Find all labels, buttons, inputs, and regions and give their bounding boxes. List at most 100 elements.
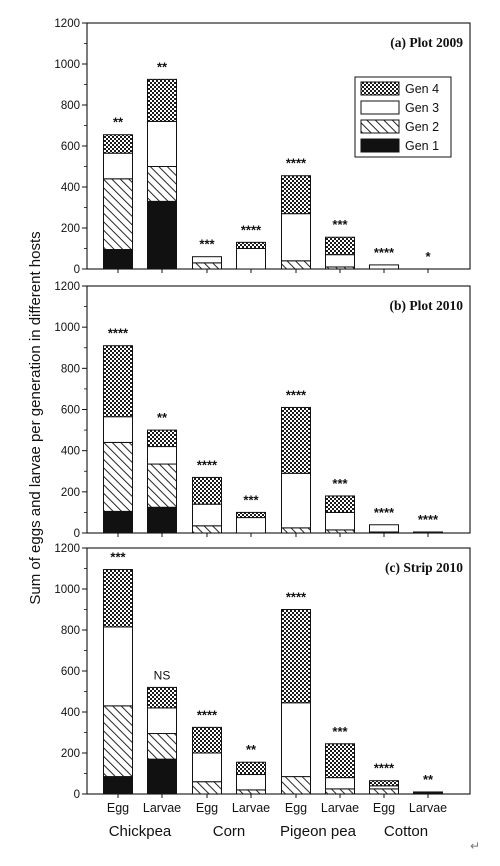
bar-gen-3 xyxy=(236,774,266,791)
panel-title: (b) Plot 2010 xyxy=(390,298,464,313)
legend-label: Gen 3 xyxy=(405,101,439,115)
y-tick-label: 400 xyxy=(61,182,80,194)
y-tick-label: 1000 xyxy=(54,59,80,71)
panel-3: 020040060080010001200***NS**************… xyxy=(54,543,471,801)
bar-gen-2 xyxy=(281,527,311,534)
bar-gen-4 xyxy=(192,726,222,754)
legend-label: Gen 2 xyxy=(405,120,439,134)
legend-label: Gen 4 xyxy=(405,82,439,96)
y-tick-label: 1200 xyxy=(54,281,80,293)
significance-label: **** xyxy=(108,326,129,341)
bar-gen-4 xyxy=(103,569,133,628)
host-group-label: Chickpea xyxy=(109,823,172,840)
bar-gen-4 xyxy=(147,686,177,709)
bar-gen-4 xyxy=(147,429,177,448)
bar-gen-4 xyxy=(281,175,311,215)
y-tick-label: 0 xyxy=(74,789,80,801)
significance-label: ** xyxy=(157,59,168,74)
bar-gen-3 xyxy=(369,524,399,533)
x-category-label: Egg xyxy=(196,801,218,815)
bar-gen-4 xyxy=(103,134,133,154)
bar-gen-3 xyxy=(281,472,311,529)
significance-label: ** xyxy=(423,772,434,787)
legend-swatch xyxy=(360,100,400,115)
y-tick-label: 1200 xyxy=(54,543,80,555)
bar-gen-2 xyxy=(281,260,311,270)
y-tick-label: 1200 xyxy=(54,18,80,30)
bar-gen-1 xyxy=(103,249,133,270)
y-tick-label: 1000 xyxy=(54,322,80,334)
x-category-label: Egg xyxy=(373,801,395,815)
x-category-label: Larvae xyxy=(321,801,359,815)
y-tick-label: 0 xyxy=(74,264,80,276)
panel-title: (a) Plot 2009 xyxy=(390,35,463,50)
panel-frame xyxy=(86,547,471,795)
bar-gen-3 xyxy=(413,531,443,534)
y-tick-label: 800 xyxy=(61,363,80,375)
bar-gen-2 xyxy=(325,788,355,795)
bar-gen-2 xyxy=(103,705,133,778)
significance-label: *** xyxy=(332,724,348,739)
significance-label: NS xyxy=(154,668,171,682)
bar-gen-3 xyxy=(369,264,399,270)
significance-label: *** xyxy=(332,476,348,491)
significance-label: **** xyxy=(374,761,395,776)
bar-gen-3 xyxy=(147,707,177,735)
bar-gen-4 xyxy=(413,791,443,794)
bar-gen-4 xyxy=(281,406,311,474)
legend-swatch xyxy=(360,81,400,96)
bar-gen-4 xyxy=(325,743,355,779)
bar-gen-2 xyxy=(147,463,177,508)
y-tick-label: 200 xyxy=(61,487,80,499)
return-mark: ↵ xyxy=(470,839,480,853)
bar-gen-2 xyxy=(147,733,177,760)
significance-label: **** xyxy=(286,590,307,605)
y-tick-label: 600 xyxy=(61,141,80,153)
bar-gen-3 xyxy=(325,511,355,531)
bar-gen-3 xyxy=(103,152,133,180)
y-axis-label: Sum of eggs and larvae per generation in… xyxy=(27,231,44,604)
significance-label: ** xyxy=(113,115,124,130)
bar-gen-3 xyxy=(192,752,222,783)
x-category-label: Larvae xyxy=(143,801,181,815)
significance-label: *** xyxy=(199,237,215,252)
panel-frame xyxy=(86,285,471,534)
significance-label: **** xyxy=(286,387,307,402)
bar-gen-4 xyxy=(236,511,266,519)
significance-label: ** xyxy=(246,742,257,757)
x-axis-labels: Egg Larvae Egg Larvae Egg Larvae Egg Larvae Chic… xyxy=(107,801,447,840)
y-tick-label: 600 xyxy=(61,405,80,417)
y-tick-label: 400 xyxy=(61,446,80,458)
bar-gen-3 xyxy=(147,120,177,167)
bar-gen-2 xyxy=(281,776,311,795)
bar-gen-1 xyxy=(103,510,133,534)
bar-gen-3 xyxy=(325,777,355,790)
significance-label: * xyxy=(425,249,431,264)
bar-gen-4 xyxy=(325,236,355,256)
y-tick-label: 800 xyxy=(61,625,80,637)
bar-gen-3 xyxy=(192,503,222,527)
bar-gen-3 xyxy=(281,702,311,778)
bar-gen-3 xyxy=(147,446,177,465)
y-tick-label: 0 xyxy=(74,528,80,540)
significance-label: **** xyxy=(197,707,218,722)
legend: Gen 4 Gen 3 Gen 2 Gen 1 xyxy=(354,76,452,158)
legend-label: Gen 1 xyxy=(405,139,439,153)
bar-gen-3 xyxy=(236,248,266,270)
bar-gen-2 xyxy=(147,166,177,202)
host-group-label: Pigeon pea xyxy=(280,823,357,840)
significance-label: *** xyxy=(110,550,126,565)
significance-label: *** xyxy=(332,217,348,232)
significance-label: **** xyxy=(197,457,218,472)
bar-gen-3 xyxy=(325,254,355,268)
legend-swatch xyxy=(360,138,400,153)
bar-gen-2 xyxy=(192,781,222,795)
bar-gen-2 xyxy=(103,441,133,512)
y-tick-label: 600 xyxy=(61,666,80,678)
bar-gen-1 xyxy=(147,506,177,534)
x-category-label: Egg xyxy=(107,801,129,815)
y-tick-label: 1000 xyxy=(54,584,80,596)
bar-gen-4 xyxy=(325,495,355,513)
bar-gen-4 xyxy=(103,345,133,418)
